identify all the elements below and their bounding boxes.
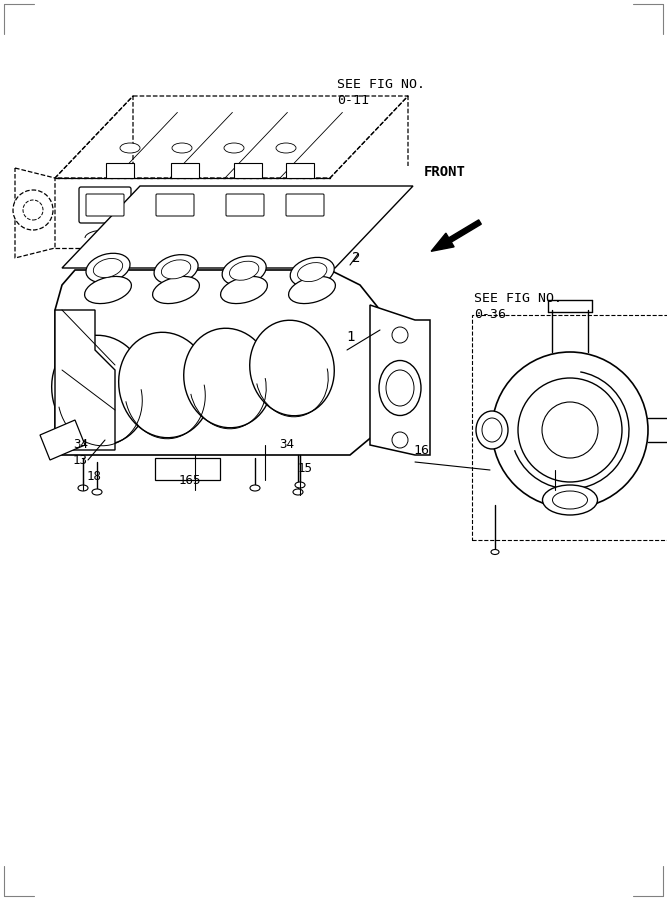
Ellipse shape (172, 143, 192, 153)
Ellipse shape (386, 370, 414, 406)
FancyBboxPatch shape (219, 187, 271, 223)
Polygon shape (55, 310, 115, 450)
Polygon shape (40, 420, 85, 460)
FancyBboxPatch shape (149, 187, 201, 223)
Ellipse shape (250, 485, 260, 491)
Text: 1: 1 (346, 330, 354, 344)
Ellipse shape (86, 253, 130, 283)
Circle shape (518, 378, 622, 482)
Polygon shape (171, 163, 199, 178)
Ellipse shape (221, 276, 267, 303)
Ellipse shape (222, 256, 266, 285)
Ellipse shape (290, 257, 334, 287)
Ellipse shape (379, 361, 421, 416)
Ellipse shape (93, 258, 123, 277)
Circle shape (392, 432, 408, 448)
Bar (472, 315, 667, 540)
Ellipse shape (249, 320, 334, 416)
Polygon shape (62, 186, 413, 268)
Ellipse shape (154, 255, 198, 284)
Ellipse shape (78, 485, 88, 491)
Text: 34: 34 (279, 438, 294, 452)
Text: FRONT: FRONT (424, 165, 466, 179)
FancyBboxPatch shape (226, 194, 264, 216)
Ellipse shape (297, 263, 327, 282)
Polygon shape (370, 305, 430, 455)
Text: 18: 18 (87, 470, 102, 482)
Ellipse shape (119, 332, 211, 437)
Polygon shape (286, 163, 314, 178)
Text: 0-11: 0-11 (337, 94, 369, 107)
FancyBboxPatch shape (279, 187, 331, 223)
Circle shape (13, 190, 53, 230)
Ellipse shape (183, 328, 272, 428)
Polygon shape (155, 458, 220, 480)
Ellipse shape (224, 143, 244, 153)
Circle shape (542, 402, 598, 458)
FancyBboxPatch shape (156, 194, 194, 216)
Ellipse shape (51, 336, 148, 445)
Polygon shape (234, 163, 262, 178)
Ellipse shape (92, 489, 102, 495)
Circle shape (392, 327, 408, 343)
Ellipse shape (542, 485, 598, 515)
Polygon shape (55, 270, 400, 455)
Polygon shape (106, 163, 134, 178)
Ellipse shape (153, 276, 199, 303)
Ellipse shape (293, 489, 303, 495)
Text: 2: 2 (352, 251, 360, 265)
Ellipse shape (482, 418, 502, 442)
Ellipse shape (476, 411, 508, 449)
Circle shape (492, 352, 648, 508)
Text: 165: 165 (179, 473, 201, 487)
Text: 0-36: 0-36 (474, 308, 506, 320)
FancyBboxPatch shape (286, 194, 324, 216)
Ellipse shape (289, 276, 336, 303)
Text: 16: 16 (413, 444, 429, 456)
Ellipse shape (229, 261, 259, 280)
Text: 15: 15 (298, 462, 313, 474)
FancyBboxPatch shape (79, 187, 131, 223)
FancyBboxPatch shape (86, 194, 124, 216)
Text: SEE FIG NO.: SEE FIG NO. (474, 292, 562, 304)
Ellipse shape (276, 143, 296, 153)
Ellipse shape (161, 260, 191, 279)
Circle shape (23, 200, 43, 220)
Ellipse shape (491, 550, 499, 554)
FancyArrow shape (431, 220, 482, 251)
Text: 34: 34 (73, 438, 88, 452)
Ellipse shape (85, 276, 131, 303)
Ellipse shape (120, 143, 140, 153)
Ellipse shape (552, 491, 588, 509)
Text: SEE FIG NO.: SEE FIG NO. (337, 78, 425, 92)
Text: 13: 13 (73, 454, 88, 466)
Ellipse shape (295, 482, 305, 488)
